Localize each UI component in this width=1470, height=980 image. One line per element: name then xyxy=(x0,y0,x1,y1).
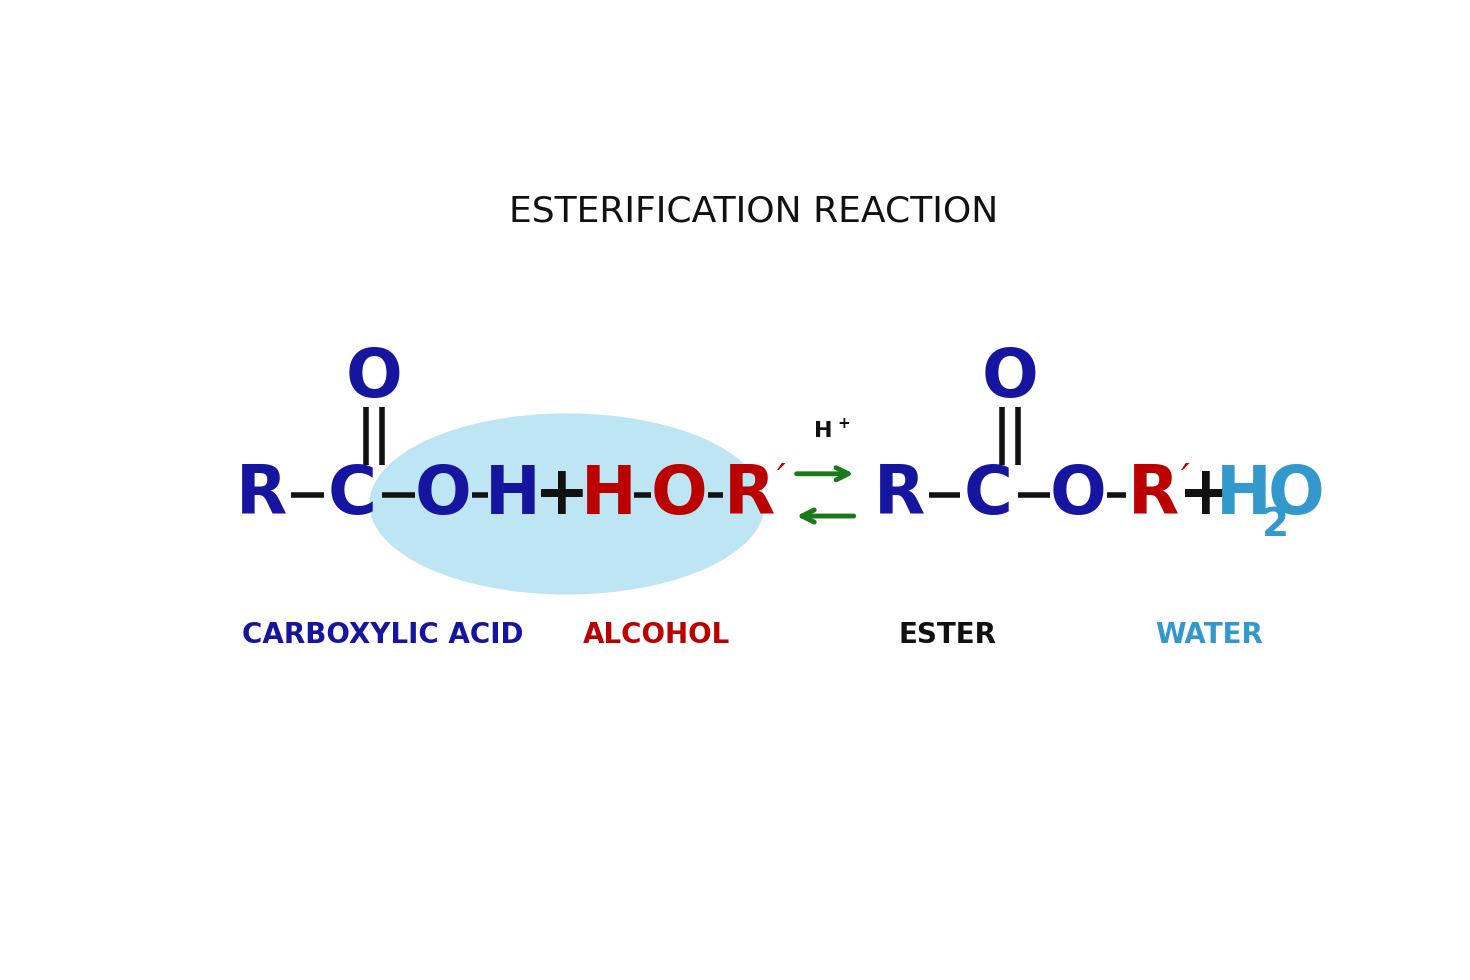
Text: C: C xyxy=(963,462,1013,528)
Text: C: C xyxy=(328,462,376,528)
Text: O: O xyxy=(415,462,472,528)
Text: O: O xyxy=(1050,462,1107,528)
Text: O: O xyxy=(982,345,1038,411)
Text: H: H xyxy=(581,462,637,528)
Text: R: R xyxy=(1127,462,1179,528)
Text: ALCOHOL: ALCOHOL xyxy=(584,620,731,649)
Text: WATER: WATER xyxy=(1155,620,1263,649)
Text: ESTERIFICATION REACTION: ESTERIFICATION REACTION xyxy=(509,195,998,229)
Text: O: O xyxy=(651,462,707,528)
Text: ′: ′ xyxy=(778,463,786,501)
Ellipse shape xyxy=(369,414,764,595)
Text: R: R xyxy=(235,462,287,528)
Text: O: O xyxy=(1267,462,1324,528)
Text: H: H xyxy=(1216,462,1272,528)
Text: 2: 2 xyxy=(1261,506,1289,544)
Text: +: + xyxy=(836,416,850,431)
Text: R: R xyxy=(725,462,776,528)
Text: H: H xyxy=(813,420,832,441)
Text: ESTER: ESTER xyxy=(898,620,997,649)
Text: +: + xyxy=(534,462,589,528)
Text: CARBOXYLIC ACID: CARBOXYLIC ACID xyxy=(243,620,523,649)
Text: R: R xyxy=(873,462,925,528)
Text: O: O xyxy=(345,345,403,411)
Text: +: + xyxy=(1177,462,1233,528)
Text: ′: ′ xyxy=(1180,463,1189,501)
Text: H: H xyxy=(485,462,541,528)
